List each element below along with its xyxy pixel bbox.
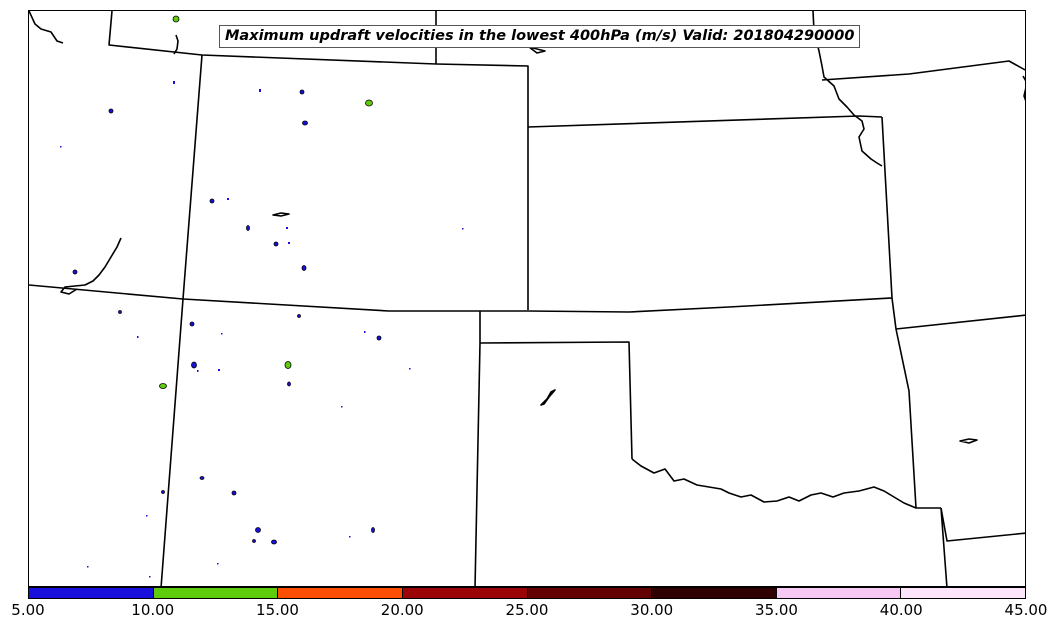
updraft-cell	[371, 527, 375, 533]
updraft-pixel	[462, 228, 464, 230]
updraft-cell	[271, 539, 277, 545]
state-border-kansas-oklahoma	[474, 311, 481, 586]
colorbar-tick-label: 30.00	[630, 601, 674, 619]
state-border-nebraska-iowa	[821, 60, 1025, 81]
updraft-pixel	[349, 536, 351, 538]
updraft-pixel	[227, 198, 229, 200]
updraft-cell	[191, 361, 197, 369]
updraft-cell	[189, 321, 195, 327]
updraft-pixel	[87, 566, 89, 568]
updraft-cell	[159, 383, 167, 389]
bear-lake	[173, 34, 179, 55]
updraft-cell	[118, 310, 122, 314]
lake-kansas	[540, 389, 556, 406]
updraft-cell	[302, 120, 308, 126]
updraft-cell	[255, 527, 261, 533]
colorbar	[28, 587, 1026, 599]
colorbar-segment	[278, 588, 403, 598]
updraft-pixel	[409, 368, 411, 370]
updraft-cell	[376, 335, 382, 341]
map-canvas	[29, 11, 1025, 586]
updraft-cell	[172, 15, 180, 23]
state-border-louisiana	[940, 507, 948, 586]
updraft-cell	[72, 269, 78, 275]
updraft-pixel	[286, 227, 288, 229]
lake-montana	[528, 46, 546, 54]
updraft-pixel	[217, 563, 219, 565]
colorbar-tick-label: 20.00	[380, 601, 424, 619]
state-border-four-corners-latitude	[29, 284, 893, 313]
lake-arkansas	[959, 438, 978, 444]
colorbar-segment	[776, 588, 902, 598]
colorbar-segment	[652, 588, 777, 598]
colorbar-tick-label: 25.00	[505, 601, 549, 619]
updraft-cell	[161, 490, 165, 494]
updraft-pixel	[218, 369, 220, 371]
updraft-cell	[231, 490, 237, 496]
map-title: Maximum updraft velocities in the lowest…	[219, 25, 861, 48]
updraft-pixel	[364, 331, 366, 333]
red-river	[631, 458, 941, 509]
updraft-pixel	[197, 370, 199, 372]
updraft-cell	[246, 225, 250, 231]
updraft-pixel	[173, 81, 175, 84]
state-border-oklahoma-panhandle	[479, 341, 633, 460]
updraft-cell	[287, 381, 291, 387]
updraft-pixel	[137, 336, 139, 338]
missouri-oxbow	[1022, 75, 1025, 101]
updraft-pixel	[341, 406, 343, 408]
state-border-utah-east	[160, 54, 203, 586]
updraft-pixel	[149, 576, 151, 578]
colorbar-segment	[29, 588, 154, 598]
colorbar-segment	[402, 588, 528, 598]
updraft-pixel	[221, 333, 223, 335]
updraft-cell	[209, 198, 215, 204]
updraft-cell	[199, 476, 205, 480]
updraft-pixel	[146, 515, 148, 517]
lake-northwest	[29, 11, 64, 44]
updraft-pixel	[259, 89, 261, 92]
updraft-cell	[108, 108, 114, 114]
colorbar-tick-label: 45.00	[1004, 601, 1048, 619]
updraft-cell	[365, 99, 373, 107]
colorbar-segment	[527, 588, 653, 598]
colorbar-labels: 5.00 10.00 15.00 20.00 25.00 30.00 35.00 40.00 4…	[11, 601, 1047, 625]
state-border-missouri-west	[881, 116, 917, 509]
colorbar-segment	[153, 588, 279, 598]
map-panel[interactable]: Maximum updraft velocities in the lowest…	[28, 10, 1026, 587]
colorbar-segment	[901, 588, 1025, 598]
state-border-arkansas-south	[940, 507, 1025, 542]
updraft-cell	[284, 361, 292, 369]
missouri-river	[812, 11, 883, 167]
updraft-cell	[252, 539, 256, 543]
state-border-wyoming-north	[108, 11, 529, 310]
colorbar-tick-label: 5.00	[11, 601, 45, 619]
updraft-cell	[301, 265, 307, 271]
updraft-cell	[297, 314, 301, 318]
colorbar-tick-label: 10.00	[131, 601, 175, 619]
updraft-cell	[299, 89, 305, 95]
state-border-nebraska-south	[527, 115, 883, 128]
state-border-arkansas	[895, 314, 1025, 330]
updraft-cell	[273, 241, 279, 247]
updraft-pixel	[60, 146, 62, 148]
lake-wyoming	[272, 212, 290, 217]
updraft-pixel	[288, 242, 290, 244]
great-salt-lake	[60, 237, 122, 295]
colorbar-tick-label: 35.00	[755, 601, 798, 619]
colorbar-tick-label: 15.00	[256, 601, 299, 619]
colorbar-tick-label: 40.00	[879, 601, 923, 619]
